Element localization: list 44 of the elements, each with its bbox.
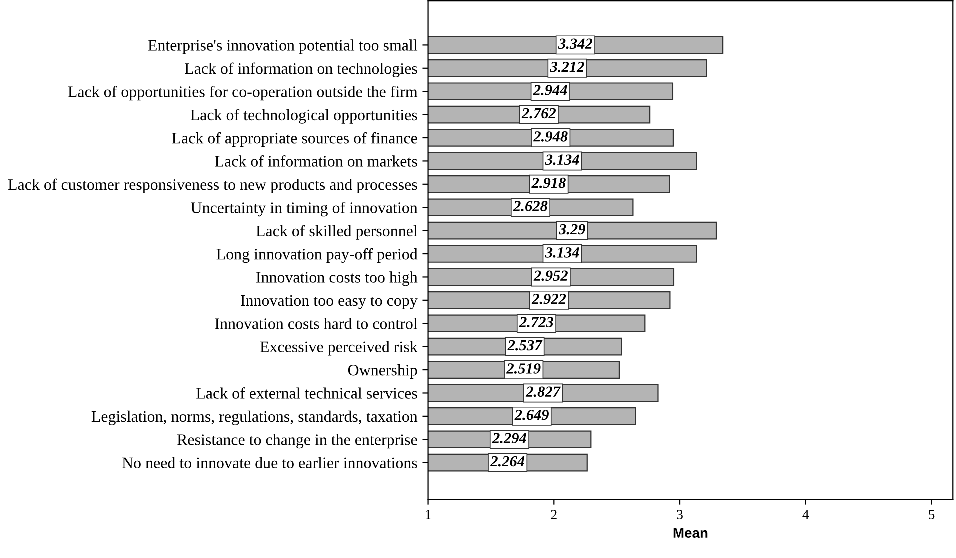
x-tick-label: 1 xyxy=(426,510,431,520)
y-tick-label: Lack of information on technologies xyxy=(185,62,418,78)
y-tick-label: Lack of appropriate sources of finance xyxy=(172,132,418,148)
y-tick-label: Lack of technological opportunities xyxy=(190,109,418,124)
data-label: 2.918 xyxy=(532,178,566,188)
data-label: 3.342 xyxy=(558,38,593,50)
x-axis-title: Mean xyxy=(674,528,708,538)
data-label: 2.762 xyxy=(522,108,556,119)
y-tick-label: Excessive perceived risk xyxy=(260,341,418,356)
y-tick-label: Lack of external technical services xyxy=(196,388,418,399)
data-label: 2.294 xyxy=(492,433,526,444)
data-label: 3.29 xyxy=(558,224,586,235)
y-tick-label: Uncertainty in timing of innovation xyxy=(191,202,418,217)
data-label: 2.628 xyxy=(513,201,548,212)
y-tick-label: No need to innovate due to earlier innovations xyxy=(122,457,418,469)
data-label: 3.134 xyxy=(545,154,580,166)
data-label: 2.922 xyxy=(532,294,566,304)
data-label: 2.519 xyxy=(506,364,541,374)
data-label: 2.723 xyxy=(519,317,554,328)
y-tick-label: Legislation, norms, regulations, standards, taxation xyxy=(92,410,418,426)
data-label: 2.537 xyxy=(508,340,543,351)
data-label: 2.948 xyxy=(534,132,568,142)
y-tick-label: Resistance to change in the enterprise xyxy=(177,434,418,449)
y-tick-label: Lack of information on markets xyxy=(215,156,418,167)
y-tick-label: Innovation costs too high xyxy=(256,272,418,286)
y-tick-label: Lack of opportunities for co-operation outside the firm xyxy=(68,86,418,101)
data-label: 2.952 xyxy=(534,270,568,282)
y-tick-label: Innovation costs hard to control xyxy=(215,318,418,330)
x-tick-label: 5 xyxy=(929,510,935,520)
data-label: 2.827 xyxy=(526,386,561,398)
y-tick-label: Lack of skilled personnel xyxy=(256,225,418,240)
y-tick-label: Enterprise's innovation potential too small xyxy=(148,40,418,54)
data-label: 2.649 xyxy=(514,410,549,420)
data-label: 2.264 xyxy=(490,456,525,467)
data-label: 3.212 xyxy=(550,62,584,72)
data-label: 3.134 xyxy=(545,248,580,258)
x-tick-label: 3 xyxy=(677,510,683,520)
y-tick-label: Ownership xyxy=(348,364,418,379)
y-tick-label: Long innovation pay-off period xyxy=(216,248,418,264)
x-tick-label: 2 xyxy=(551,510,557,520)
y-tick-label: Lack of customer responsiveness to new products and processes xyxy=(8,178,418,194)
x-tick-label: 4 xyxy=(802,510,810,520)
data-label: 2.944 xyxy=(533,85,568,96)
y-tick-label: Innovation too easy to copy xyxy=(241,295,418,310)
